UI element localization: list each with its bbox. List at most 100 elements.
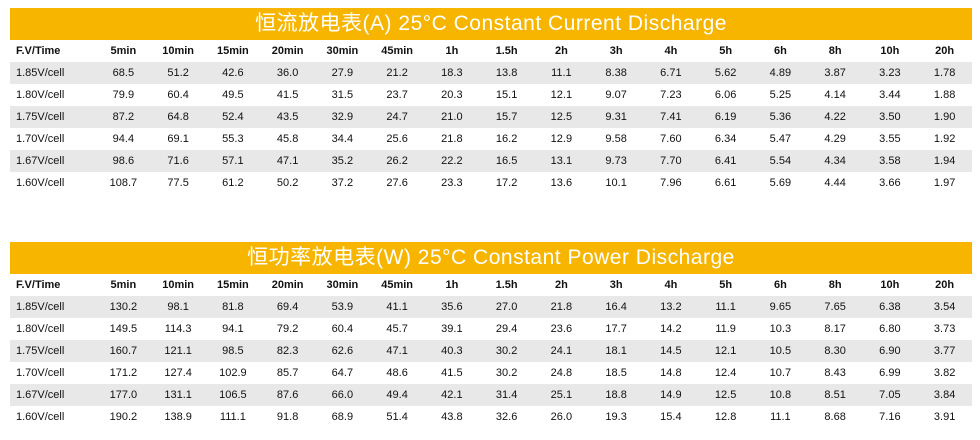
table-title: 恒功率放电表(W) 25°C Constant Power Discharge [10,242,972,274]
cell: 8.30 [807,340,863,362]
cell: 45.7 [386,323,408,335]
cell: 5.36 [753,106,808,128]
cell: 16.2 [495,133,518,145]
cell: 18.1 [588,340,644,362]
data-row: 1.85V/cell 130.2 98.1 81.8 69.4 53.9 41.1 35.6 2… [10,296,972,318]
data-row: 1.70V/cell 171.2 127.4 102.9 85.7 64.7 48.6 41.… [10,362,972,384]
cell: 1.97 [933,177,956,189]
row-label: 1.85V/cell [10,62,96,84]
cell: 3.77 [917,340,972,362]
cell: 12.1 [550,89,573,101]
cell: 68.9 [331,411,354,423]
cell: 37.2 [331,177,354,189]
header-cell: 6h [773,45,787,57]
cell: 30.2 [479,340,534,362]
cell: 15.7 [479,106,534,128]
data-row: 1.85V/cell 68.5 51.2 42.6 36.0 27.9 21.2 18.3 13… [10,62,972,84]
cell: 64.7 [331,367,354,379]
cell: 3.55 [879,133,901,145]
header-cell: 5min [110,45,137,57]
cell: 7.96 [660,177,682,189]
cell: 5.25 [769,89,792,101]
header-cell: F.V/Time [16,45,61,57]
data-table: F.V/Time 5min 10min 15min 20min 30min 45min 1h 1… [10,274,972,428]
cell: 42.1 [424,384,480,406]
cell: 9.58 [605,133,627,145]
cell: 23.6 [550,323,573,335]
cell: 61.2 [222,177,244,189]
cell: 3.82 [933,367,956,379]
row-label: 1.75V/cell [10,106,96,128]
cell: 24.1 [534,340,589,362]
data-row: 1.67V/cell 177.0 131.1 106.5 87.6 66.0 49.4 42.… [10,384,972,406]
cell: 98.6 [96,150,151,172]
cell: 71.6 [150,150,206,172]
cell: 13.6 [550,177,573,189]
cell: 1.94 [917,150,972,172]
cell: 12.5 [534,106,589,128]
cell: 51.2 [150,62,206,84]
cell: 1.88 [933,89,956,101]
data-row: 1.70V/cell 94.4 69.1 55.3 45.8 34.4 25.6 21.8 16… [10,128,972,150]
cell: 13.8 [479,62,534,84]
header-cell: 20min [271,279,304,291]
cell: 15.4 [660,411,682,423]
cell: 17.7 [605,323,627,335]
header-cell: 4h [664,45,678,57]
table-block: 恒流放电表(A) 25°C Constant Current Discharge… [10,8,972,194]
cell: 17.2 [495,177,518,189]
cell: 31.5 [331,89,354,101]
cell: 8.17 [824,323,846,335]
cell: 1.78 [917,62,972,84]
cell: 3.54 [917,296,972,318]
cell: 85.7 [276,367,299,379]
cell: 4.89 [753,62,808,84]
data-row: 1.67V/cell 98.6 71.6 57.1 47.1 35.2 26.2 22.2 16… [10,150,972,172]
cell: 43.8 [441,411,463,423]
cell: 18.5 [605,367,627,379]
cell: 14.5 [643,340,699,362]
header-cell: 8h [828,279,842,291]
cell: 3.66 [879,177,901,189]
cell: 7.23 [660,89,682,101]
cell: 35.6 [424,296,480,318]
cell: 8.68 [824,411,846,423]
row-label: 1.85V/cell [10,296,96,318]
row-label: 1.70V/cell [16,133,65,145]
cell: 7.16 [879,411,901,423]
cell: 6.71 [643,62,699,84]
cell: 57.1 [205,150,261,172]
cell: 26.0 [550,411,573,423]
cell: 6.99 [879,367,901,379]
cell: 36.0 [260,62,315,84]
cell: 16.4 [588,296,644,318]
cell: 8.43 [824,367,846,379]
cell: 49.5 [222,89,244,101]
cell: 177.0 [96,384,151,406]
cell: 12.8 [714,411,737,423]
cell: 5.54 [753,150,808,172]
cell: 45.8 [276,133,299,145]
cell: 21.8 [441,133,463,145]
header-cell: 15min [216,45,249,57]
table-block: 恒功率放电表(W) 25°C Constant Power Discharge F… [10,242,972,428]
cell: 8.38 [588,62,644,84]
cell: 91.8 [276,411,299,423]
header-cell: 3h [609,45,623,57]
cell: 43.5 [260,106,315,128]
cell: 27.6 [386,177,408,189]
cell: 7.05 [862,384,918,406]
cell: 53.9 [315,296,370,318]
cell: 6.06 [714,89,737,101]
cell: 23.3 [441,177,463,189]
cell: 3.91 [933,411,956,423]
header-cell: 8h [828,45,842,57]
cell: 40.3 [424,340,480,362]
cell: 4.29 [824,133,846,145]
data-row: 1.60V/cell 190.2 138.9 111.1 91.8 68.9 51.4 43.… [10,406,972,428]
cell: 4.14 [824,89,846,101]
cell: 138.9 [164,411,192,423]
header-row: F.V/Time 5min 10min 15min 20min 30min 45min 1h 1… [10,274,972,296]
cell: 111.1 [219,411,246,423]
